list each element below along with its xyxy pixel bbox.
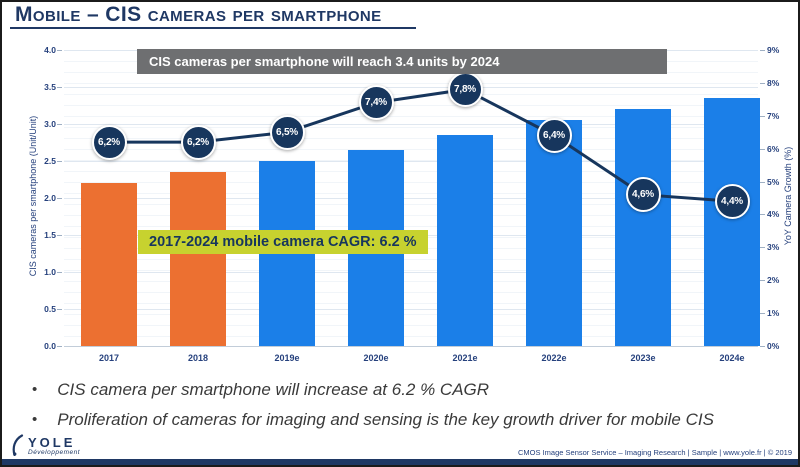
left-axis-tick: 1.0: [44, 267, 56, 277]
left-axis-tickmark: [57, 309, 62, 310]
right-axis-tick: 3%: [767, 242, 780, 253]
left-axis-tickmark: [57, 198, 62, 199]
right-axis-tickmark: [760, 82, 765, 84]
bullet-text: Proliferation of cameras for imaging and…: [57, 410, 714, 429]
x-label-2024e: 2024e: [719, 353, 745, 363]
bottom-bar: [2, 459, 798, 465]
bar-2023e: [615, 109, 671, 346]
point-label-2024e: 4,4%: [714, 183, 750, 219]
yole-brand-sub: Développement: [28, 448, 81, 456]
gridline: [64, 86, 758, 88]
gridline: [64, 345, 758, 347]
left-axis-tickmark: [57, 124, 62, 125]
left-axis-tick: 3.5: [44, 82, 56, 92]
bar-2018: [170, 172, 226, 346]
bullet-dot: •: [32, 411, 38, 428]
left-axis-tickmark: [57, 161, 62, 162]
x-label-2022e: 2022e: [541, 353, 567, 363]
x-label-2019e: 2019e: [274, 353, 300, 363]
bar-2017: [81, 183, 137, 346]
right-axis-tick: 1%: [767, 308, 780, 319]
right-axis-tick: 8%: [767, 77, 780, 88]
bar-2022e: [526, 120, 582, 346]
left-axis-tickmark: [57, 346, 62, 347]
right-axis-tick: 2%: [767, 275, 780, 286]
page-title: Mobile – CIS cameras per smartphone: [15, 3, 382, 26]
right-axis-tickmark: [760, 115, 765, 117]
left-axis-tick: 2.0: [44, 193, 56, 203]
right-axis-tick: 4%: [767, 209, 780, 220]
point-label-2020e: 7,4%: [358, 85, 394, 121]
x-label-2020e: 2020e: [363, 353, 389, 363]
bullet-item: • CIS camera per smartphone will increas…: [32, 379, 778, 401]
right-axis-tickmark: [760, 50, 765, 51]
right-axis-tick: 7%: [767, 110, 780, 121]
x-label-2021e: 2021e: [452, 353, 478, 363]
right-axis-tickmark: [760, 247, 765, 249]
bullet-text: CIS camera per smartphone will increase …: [57, 380, 490, 399]
point-label-2022e: 6,4%: [536, 118, 572, 153]
right-axis-tickmark: [760, 214, 765, 216]
yole-brand: YOLE: [28, 434, 76, 450]
gridline: [64, 123, 758, 125]
right-axis-tick: 9%: [767, 45, 780, 55]
left-axis-tick: 0.5: [44, 304, 56, 314]
right-axis-tick: 6%: [767, 143, 780, 154]
left-axis-tick: 1.5: [44, 230, 56, 240]
point-label-2019e: 6,5%: [269, 114, 305, 150]
point-label-2021e: 7,8%: [447, 71, 483, 107]
right-axis-tickmark: [760, 148, 765, 150]
right-axis-tickmark: [760, 181, 765, 183]
yole-logo-icon: [12, 434, 24, 456]
x-label-2018: 2018: [187, 353, 209, 363]
right-axis-title: YoY Camera Growth (%): [783, 146, 793, 246]
footer-credit: CMOS Image Sensor Service – Imaging Rese…: [518, 448, 792, 457]
chart-banner: CIS cameras per smartphone will reach 3.…: [137, 49, 667, 74]
left-axis-tick: 4.0: [44, 45, 56, 55]
right-axis-tickmark: [760, 346, 765, 347]
left-axis-tickmark: [57, 87, 62, 88]
gridline: [64, 271, 758, 273]
bullet-list: • CIS camera per smartphone will increas…: [32, 379, 778, 439]
bullet-item: • Proliferation of cameras for imaging a…: [32, 409, 778, 431]
left-axis-tick: 2.5: [44, 156, 56, 166]
gridline: [64, 197, 758, 199]
left-axis-tick: 3.0: [44, 119, 56, 129]
bar-2024e: [704, 98, 760, 346]
x-label-2023e: 2023e: [630, 353, 656, 363]
point-label-2023e: 4,6%: [625, 177, 661, 213]
bullet-dot: •: [32, 381, 38, 398]
right-axis-tick: 0%: [767, 341, 780, 351]
point-label-2018: 6,2%: [180, 124, 216, 160]
left-axis-tickmark: [57, 235, 62, 236]
left-axis-tickmark: [57, 50, 62, 51]
right-axis-tickmark: [760, 313, 765, 315]
cagr-annotation: 2017-2024 mobile camera CAGR: 6.2 %: [138, 230, 428, 254]
x-label-2017: 2017: [98, 353, 120, 363]
left-axis-tick: 0.0: [44, 341, 56, 351]
gridline: [64, 308, 758, 310]
yole-logo-text: YOLE Développement: [28, 436, 80, 457]
right-axis-tick: 5%: [767, 176, 780, 187]
bar-2021e: [437, 135, 493, 346]
left-axis-tickmark: [57, 272, 62, 273]
right-axis-tickmark: [760, 280, 765, 282]
title-underline: [10, 27, 416, 29]
gridline: [64, 160, 758, 162]
yole-logo: YOLE Développement: [12, 434, 80, 456]
point-label-2017: 6,2%: [91, 124, 127, 160]
